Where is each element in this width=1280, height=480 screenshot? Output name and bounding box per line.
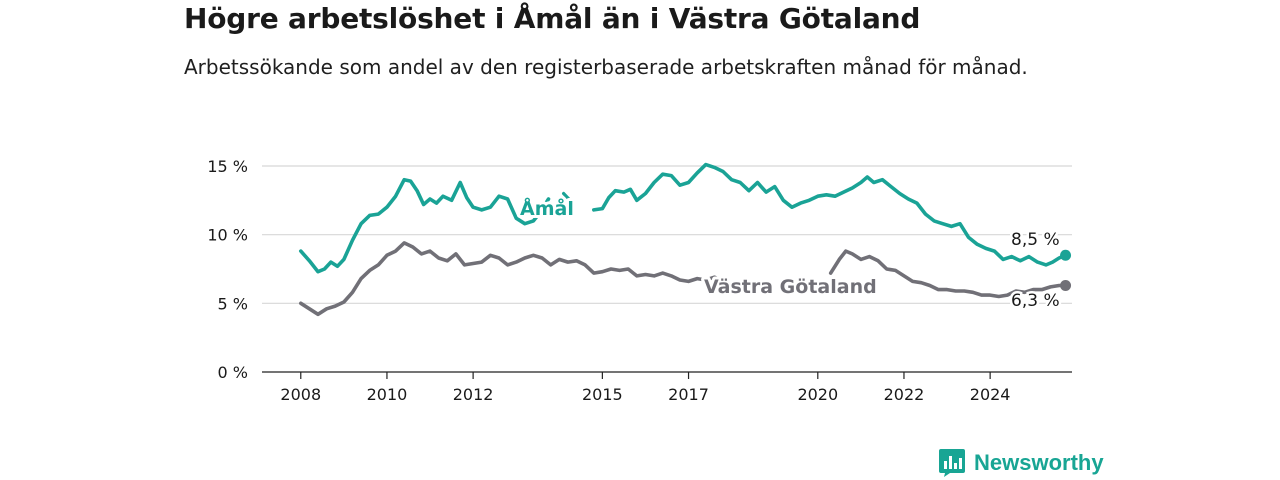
y-tick-label: 5 %	[218, 294, 248, 313]
x-tick-label: 2017	[668, 385, 709, 404]
series-line-vastra-gotaland	[299, 241, 723, 317]
end-label-vastra-gotaland: 6,3 %	[1011, 291, 1060, 311]
series-label-vastra-gotaland: Västra Götaland	[704, 276, 877, 298]
brand-name: Newsworthy	[974, 450, 1104, 475]
chart-subtitle: Arbetssökande som andel av den registerb…	[184, 55, 1028, 79]
x-tick-label: 2015	[582, 385, 623, 404]
end-point-amal	[1060, 249, 1072, 261]
x-tick-label: 2024	[970, 385, 1011, 404]
newsworthy-brand: Newsworthy	[938, 448, 1104, 478]
end-point-vastra-gotaland	[1060, 279, 1072, 291]
x-tick-label: 2020	[797, 385, 838, 404]
series-line-amal	[592, 162, 1068, 267]
x-tick-label: 2010	[367, 385, 408, 404]
series-line-amal	[562, 191, 572, 202]
series-line-vastra-gotaland	[828, 249, 1068, 299]
series-label-amal: Åmål	[520, 196, 574, 220]
x-tick-label: 2008	[280, 385, 321, 404]
newsworthy-logo-icon	[939, 449, 965, 477]
y-tick-label: 0 %	[218, 363, 248, 382]
x-tick-label: 2022	[884, 385, 925, 404]
y-tick-label: 10 %	[207, 226, 248, 245]
x-tick-label: 2012	[453, 385, 494, 404]
y-tick-label: 15 %	[207, 157, 248, 176]
series-line-amal	[299, 177, 551, 274]
end-label-amal: 8,5 %	[1011, 230, 1060, 250]
chart-title: Högre arbetslöshet i Åmål än i Västra Gö…	[184, 2, 921, 35]
